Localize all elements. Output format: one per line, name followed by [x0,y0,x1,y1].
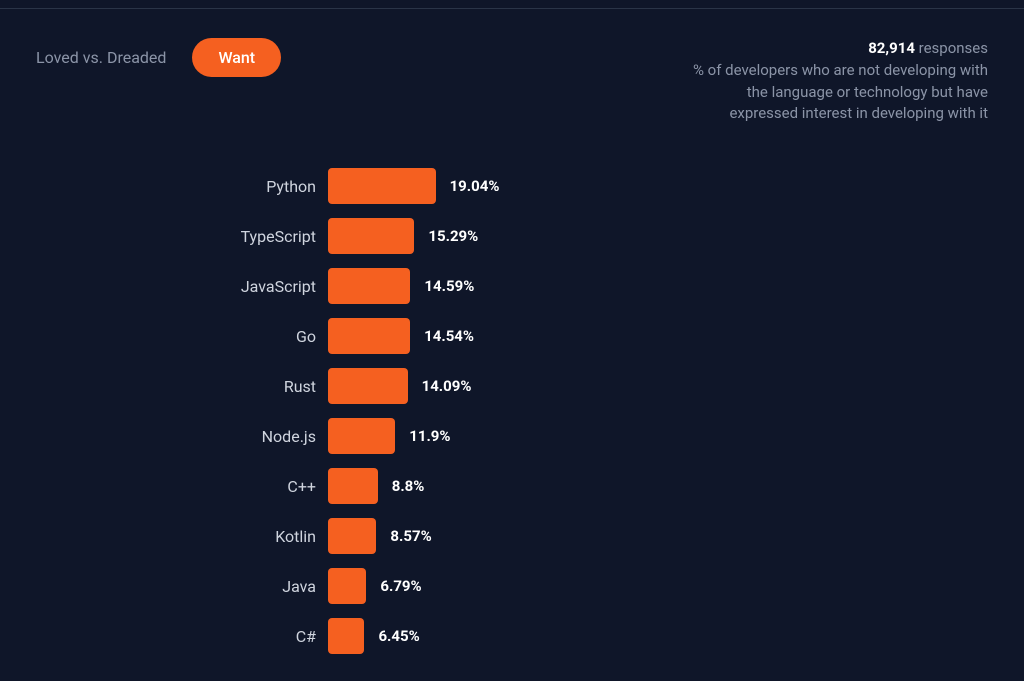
bar [328,368,408,404]
chart-row: JavaScript 14.59% [36,268,988,304]
bar-track: 15.29% [328,218,988,254]
chart-row: Python 19.04% [36,168,988,204]
response-count-suffix: responses [915,39,988,57]
bar-value: 11.9% [409,427,450,445]
bar-track: 11.9% [328,418,988,454]
chart-row-label: Rust [36,377,328,396]
bar [328,468,378,504]
bar-track: 14.59% [328,268,988,304]
response-count: 82,914 [868,39,915,57]
chart-row-label: Kotlin [36,527,328,546]
bar [328,218,414,254]
chart-row: Go 14.54% [36,318,988,354]
chart-row-label: TypeScript [36,227,328,246]
bar-value: 6.79% [380,577,421,595]
bar-track: 14.54% [328,318,988,354]
bar [328,618,364,654]
bar-track: 8.57% [328,518,988,554]
bar-value: 8.57% [390,527,431,545]
bar [328,318,410,354]
bar-value: 15.29% [428,227,478,245]
chart-header: Loved vs. Dreaded Want 82,914 responses … [0,38,1024,125]
bar-track: 8.8% [328,468,988,504]
bar-track: 19.04% [328,168,988,204]
chart-row: Rust 14.09% [36,368,988,404]
tab-want[interactable]: Want [192,38,281,77]
chart-row: Java 6.79% [36,568,988,604]
bar [328,418,395,454]
chart-row: Node.js 11.9% [36,418,988,454]
chart-row: Kotlin 8.57% [36,518,988,554]
bar-value: 19.04% [450,177,500,195]
chart-row: TypeScript 15.29% [36,218,988,254]
chart-row-label: C++ [36,477,328,496]
bar-track: 14.09% [328,368,988,404]
chart-meta: 82,914 responses % of developers who are… [678,38,988,125]
chart-row-label: Python [36,177,328,196]
bar [328,168,436,204]
bar-value: 14.54% [424,327,474,345]
chart-row-label: JavaScript [36,277,328,296]
bar-track: 6.79% [328,568,988,604]
bar [328,268,410,304]
tab-loved-vs-dreaded[interactable]: Loved vs. Dreaded [36,38,166,77]
chart-row-label: Node.js [36,427,328,446]
bar [328,568,366,604]
bar-track: 6.45% [328,618,988,654]
chart-row: C++ 8.8% [36,468,988,504]
chart-row: C# 6.45% [36,618,988,654]
bar-value: 14.59% [424,277,474,295]
section-divider [0,8,1024,9]
chart-row-label: Go [36,327,328,346]
chart-row-label: Java [36,577,328,596]
tabs: Loved vs. Dreaded Want [36,38,281,77]
chart-description: % of developers who are not developing w… [678,60,988,125]
bar-value: 8.8% [392,477,425,495]
bar [328,518,376,554]
want-bar-chart: Python 19.04% TypeScript 15.29% JavaScript 14… [0,168,1024,668]
chart-row-label: C# [36,627,328,646]
response-count-line: 82,914 responses [678,38,988,60]
bar-value: 14.09% [422,377,472,395]
bar-value: 6.45% [378,627,419,645]
